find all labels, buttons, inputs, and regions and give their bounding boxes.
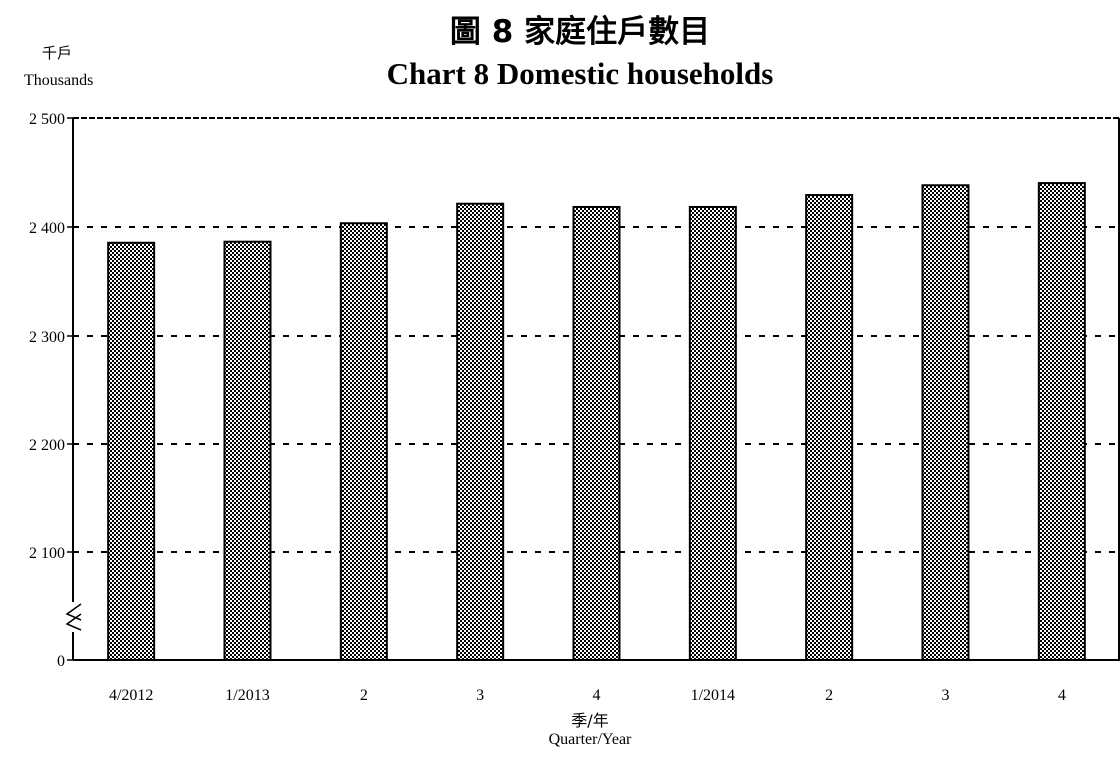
- axes: [63, 117, 1120, 661]
- x-tick-label: 1/2013: [225, 687, 269, 704]
- bars: [107, 182, 1086, 662]
- x-tick-label: 4: [593, 687, 601, 704]
- bar: [107, 241, 156, 661]
- bar: [456, 202, 505, 661]
- bar: [1037, 182, 1086, 661]
- y-tick-label: 2 200: [29, 437, 65, 454]
- y-tick-label: 2 500: [29, 111, 65, 128]
- y-tick-labels: 0 2 100 2 200 2 300 2 400 2 500: [29, 111, 65, 670]
- x-axis-label-en: Quarter/Year: [548, 731, 632, 748]
- x-tick-label: 2: [360, 687, 368, 704]
- x-tick-label: 4: [1058, 687, 1066, 704]
- x-tick-label: 1/2014: [691, 687, 735, 704]
- x-axis-label-zh: 季/年: [571, 711, 609, 730]
- bar: [805, 194, 854, 661]
- x-tick-label: 2: [825, 687, 833, 704]
- y-tick-label: 0: [57, 653, 65, 670]
- y-unit-label-zh: 千戶: [41, 44, 72, 62]
- bar: [223, 240, 272, 661]
- bar: [921, 184, 970, 662]
- x-tick-label: 3: [942, 687, 950, 704]
- y-tick-label: 2 400: [29, 220, 65, 237]
- y-tick-label: 2 300: [29, 329, 65, 346]
- x-tick-labels: 4/2012 1/2013 2 3 4 1/2014 2 3 4: [109, 687, 1066, 704]
- y-tick-label: 2 100: [29, 545, 65, 562]
- y-unit-label-en: Thousands: [24, 72, 94, 89]
- chart-title-zh: 圖 8 家庭住戶數目: [449, 14, 711, 50]
- bar: [572, 205, 621, 661]
- bar: [339, 222, 388, 661]
- chart-title-en: Chart 8 Domestic households: [386, 56, 774, 91]
- axis-break-mark: [65, 613, 82, 631]
- bar: [688, 205, 737, 661]
- x-tick-label: 3: [476, 687, 484, 704]
- x-tick-label: 4/2012: [109, 687, 153, 704]
